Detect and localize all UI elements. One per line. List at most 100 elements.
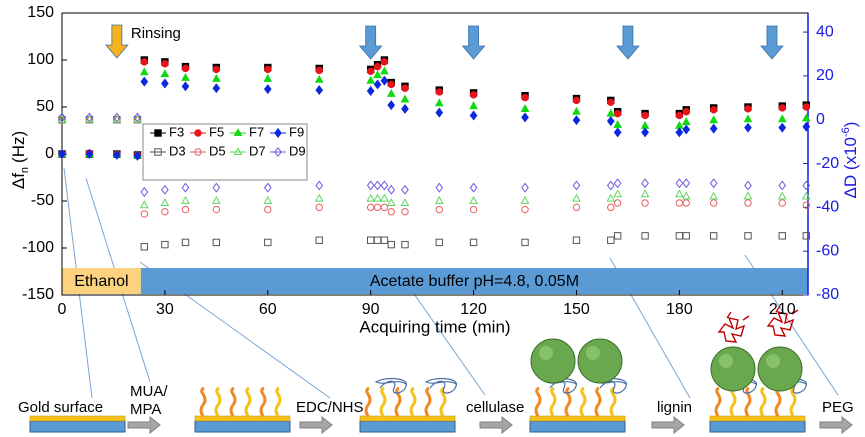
marker: [640, 189, 650, 198]
marker: [682, 124, 691, 135]
marker: [366, 236, 375, 244]
y2-axis-label: ΔD (x10-6): [840, 122, 861, 199]
step-label: cellulase: [466, 399, 524, 416]
y2-tick-label: 40: [816, 23, 834, 40]
linker: [549, 386, 557, 417]
phase-band: [62, 268, 141, 294]
marker: [140, 187, 149, 197]
marker: [802, 121, 811, 132]
y2-tick-label: 20: [816, 67, 834, 84]
linker: [774, 386, 782, 417]
marker: [315, 203, 323, 212]
marker: [181, 72, 190, 81]
linker: [759, 386, 767, 417]
marker: [572, 203, 581, 212]
marker: [744, 122, 752, 133]
marker: [521, 182, 529, 193]
marker: [181, 238, 190, 247]
marker: [641, 178, 649, 189]
step-label: EDC/NHS: [296, 399, 364, 416]
x-tick-label: 210: [769, 301, 796, 318]
marker: [373, 62, 382, 71]
marker: [681, 117, 691, 126]
marker: [366, 203, 375, 212]
marker: [606, 108, 616, 117]
marker: [366, 67, 375, 75]
marker: [743, 114, 753, 123]
substrate: [29, 420, 126, 433]
step-arrow: [461, 25, 486, 60]
marker: [743, 191, 753, 200]
marker: [315, 66, 323, 75]
y-tick-label: 100: [27, 51, 54, 68]
phase-label: Acetate buffer pH=4.8, 0.05M: [370, 273, 579, 290]
marker: [139, 67, 149, 76]
legend-label: D3: [169, 143, 186, 158]
marker: [675, 178, 684, 189]
schematic: Gold surface MUA/ MPA EDC/NHS cellulase …: [18, 167, 854, 435]
marker: [709, 115, 719, 124]
series: [58, 116, 810, 251]
gold-layer: [529, 415, 626, 422]
marker: [85, 112, 94, 123]
marker: [181, 64, 190, 73]
gold-layer: [29, 415, 126, 422]
linker: [274, 386, 282, 417]
marker: [387, 100, 396, 111]
enzyme: [594, 377, 627, 394]
connector: [399, 273, 486, 396]
marker: [274, 128, 282, 138]
marker: [373, 79, 382, 90]
process-arrow: [299, 415, 333, 435]
marker: [613, 127, 622, 138]
marker: [263, 84, 272, 95]
marker: [802, 103, 810, 111]
linker: [609, 386, 617, 417]
marker: [387, 208, 395, 216]
x-tick-label: 150: [563, 301, 590, 318]
marker: [641, 127, 649, 138]
marker: [139, 200, 149, 209]
y-axis-label-main: Δf: [9, 173, 28, 189]
marker: [607, 203, 615, 212]
marker: [778, 199, 786, 207]
marker: [181, 182, 190, 193]
marker: [675, 189, 684, 198]
linker: [214, 386, 222, 417]
marker: [212, 238, 221, 247]
marker: [380, 58, 389, 66]
marker: [233, 128, 243, 137]
cellulose-particle: [577, 338, 623, 384]
marker: [675, 111, 684, 120]
marker: [675, 232, 684, 240]
x-axis-label: Acquiring time (min): [359, 317, 510, 336]
linker: [714, 386, 722, 417]
series: [58, 112, 811, 197]
linker: [364, 386, 372, 417]
marker: [613, 178, 622, 189]
marker: [521, 112, 529, 123]
series: [57, 66, 811, 158]
marker: [161, 208, 169, 216]
marker: [314, 74, 324, 83]
marker: [212, 205, 221, 214]
marker: [709, 199, 718, 207]
marker: [401, 84, 409, 92]
legend-label: D5: [209, 143, 226, 158]
step-arrow: [616, 25, 640, 60]
substrate: [359, 420, 456, 433]
marker: [400, 198, 410, 207]
marker: [801, 191, 811, 200]
marker: [366, 180, 375, 191]
marker: [744, 105, 752, 113]
marker: [469, 182, 478, 193]
x-tick-label: 180: [666, 301, 693, 318]
marker: [212, 83, 221, 94]
legend-label: D7: [249, 143, 266, 158]
marker: [386, 198, 396, 207]
y2-tick-label: 0: [816, 111, 825, 128]
marker: [607, 98, 615, 107]
marker: [263, 73, 273, 82]
marker: [181, 205, 190, 214]
enzyme: [374, 377, 407, 394]
